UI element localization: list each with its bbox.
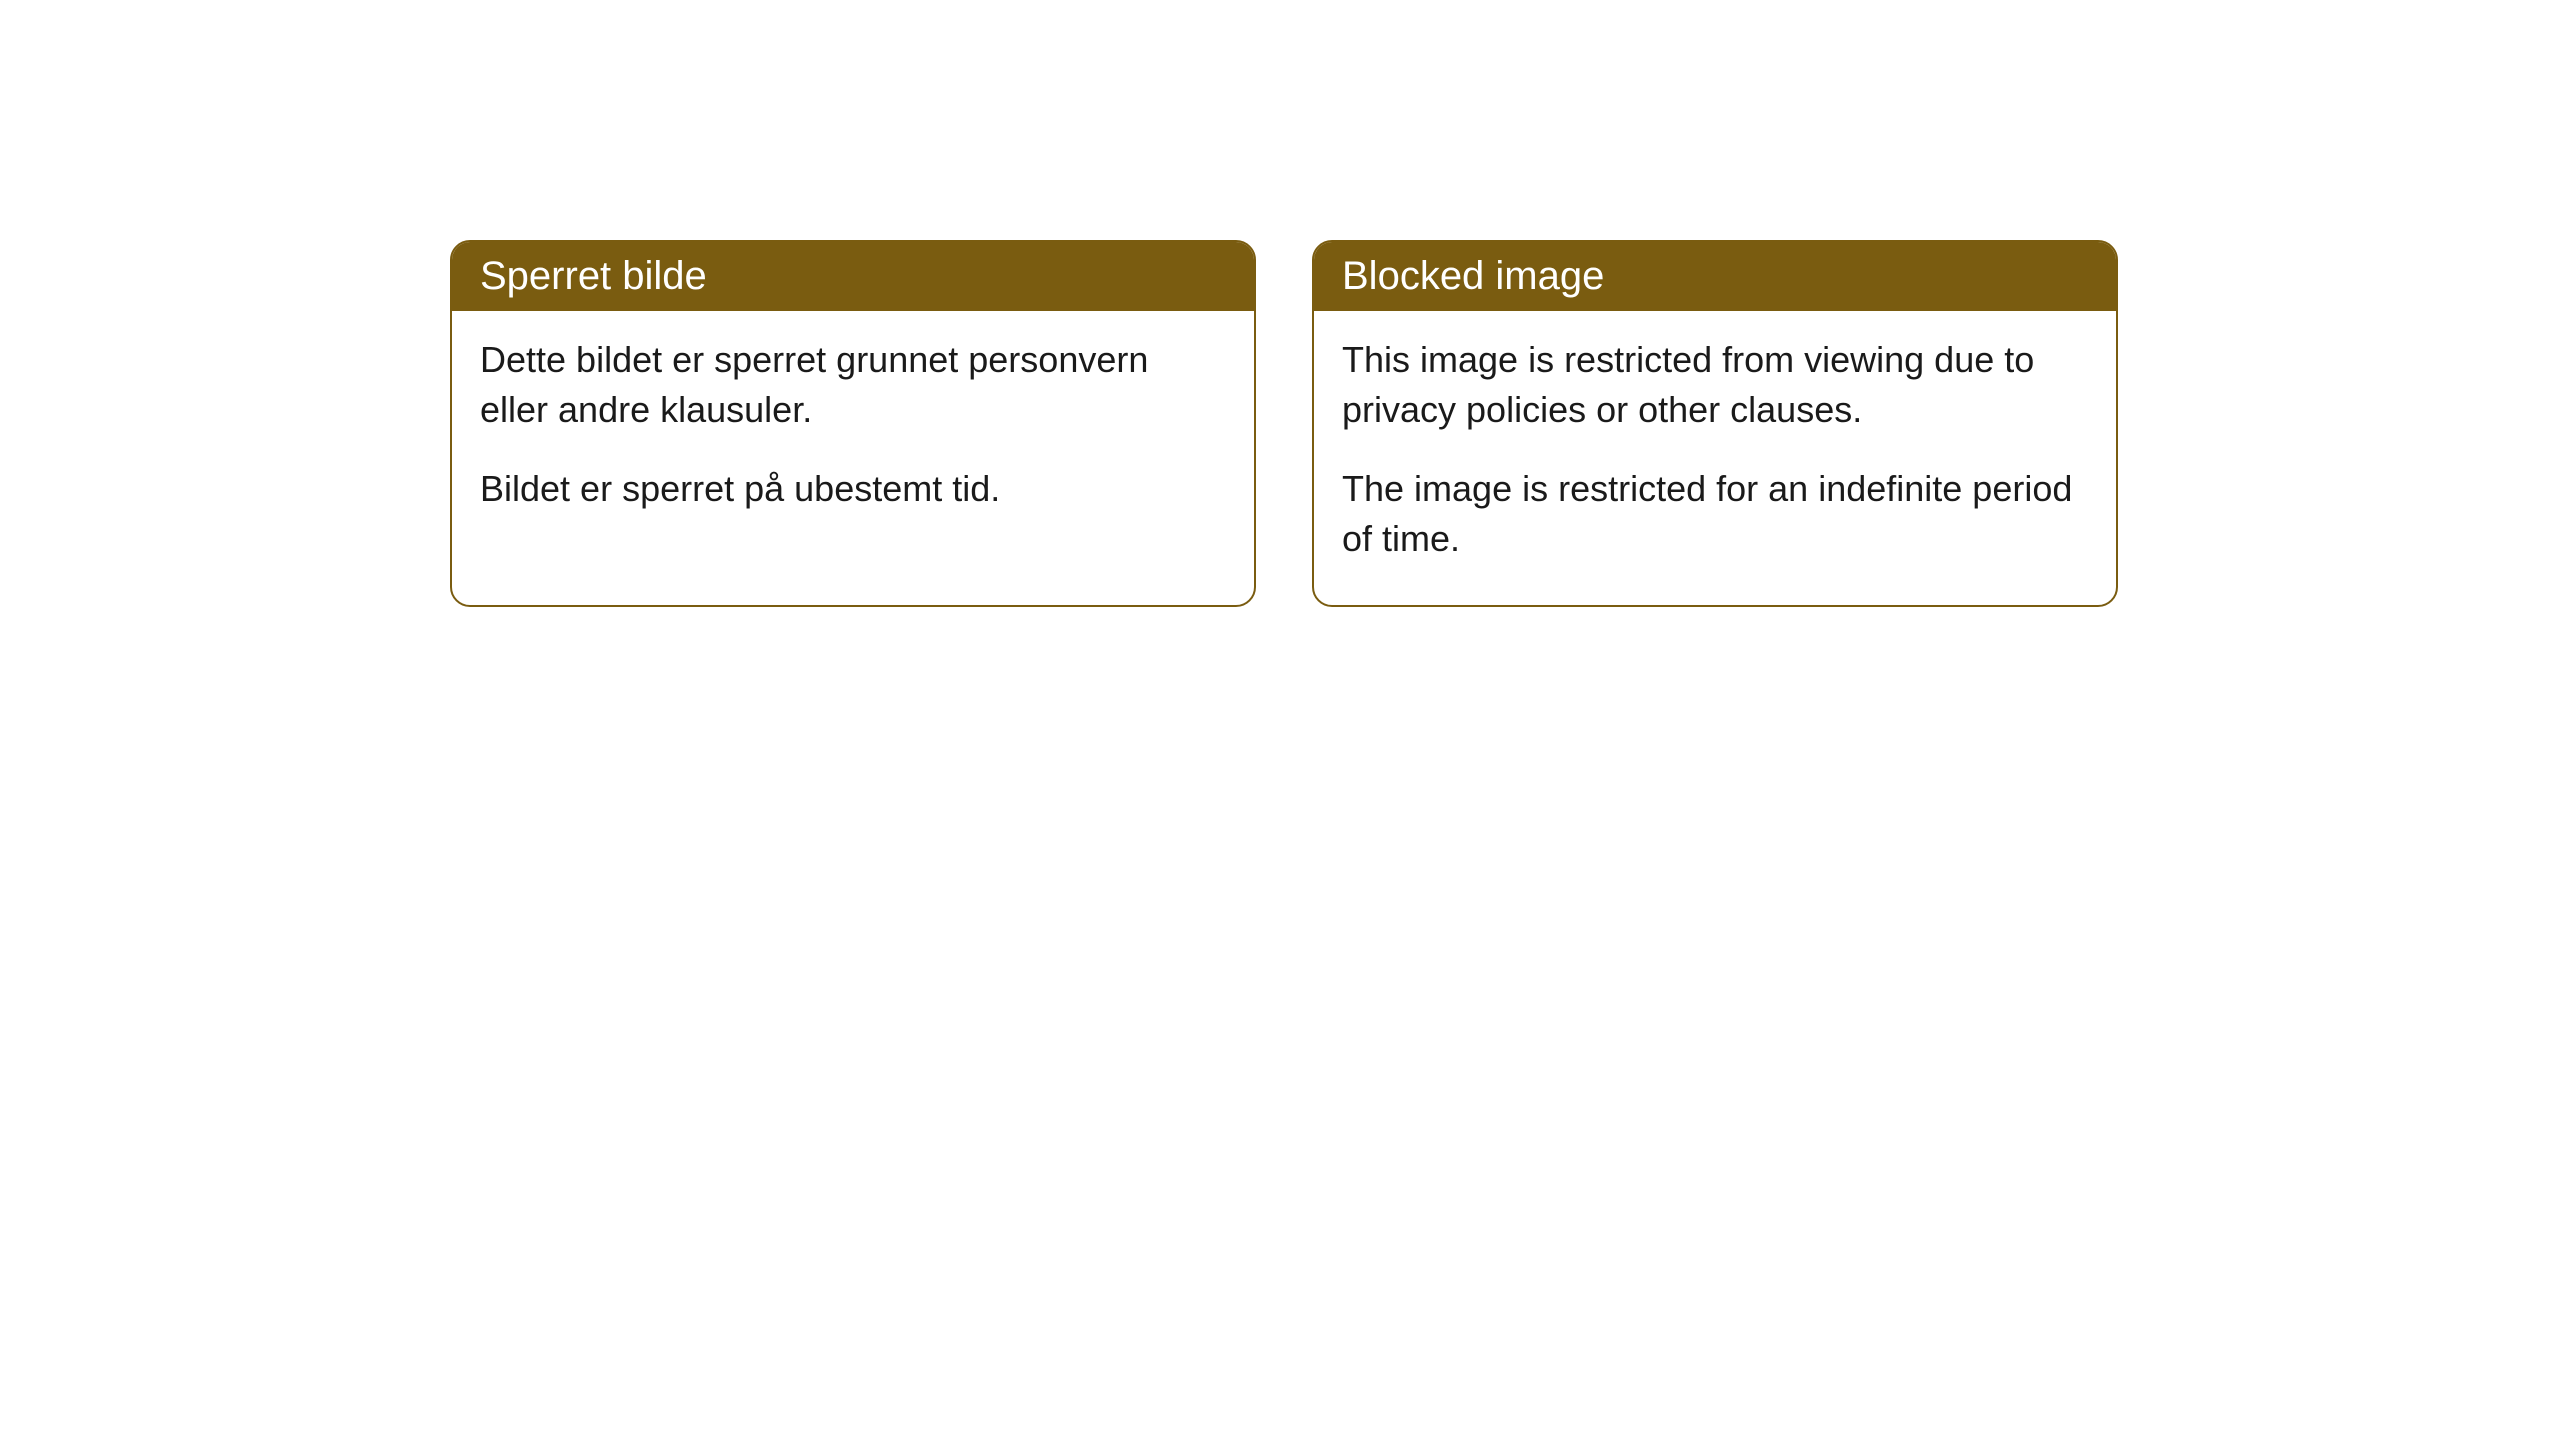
- notice-cards-container: Sperret bilde Dette bildet er sperret gr…: [450, 240, 2118, 607]
- card-paragraph-1: This image is restricted from viewing du…: [1342, 335, 2088, 436]
- card-paragraph-2: The image is restricted for an indefinit…: [1342, 464, 2088, 565]
- card-body: This image is restricted from viewing du…: [1314, 311, 2116, 605]
- blocked-image-card-norwegian: Sperret bilde Dette bildet er sperret gr…: [450, 240, 1256, 607]
- card-title: Blocked image: [1342, 254, 1604, 298]
- card-title: Sperret bilde: [480, 254, 707, 298]
- card-paragraph-2: Bildet er sperret på ubestemt tid.: [480, 464, 1226, 514]
- card-header: Sperret bilde: [452, 242, 1254, 311]
- card-body: Dette bildet er sperret grunnet personve…: [452, 311, 1254, 554]
- card-paragraph-1: Dette bildet er sperret grunnet personve…: [480, 335, 1226, 436]
- blocked-image-card-english: Blocked image This image is restricted f…: [1312, 240, 2118, 607]
- card-header: Blocked image: [1314, 242, 2116, 311]
